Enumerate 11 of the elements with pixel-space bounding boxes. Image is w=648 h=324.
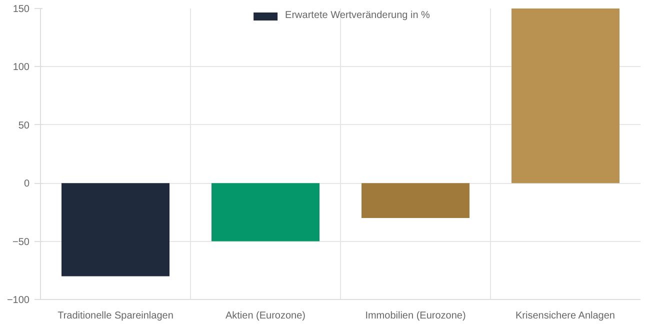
y-tick-label: −50 [12, 236, 30, 248]
y-tick-label: −100 [6, 295, 30, 306]
y-tick-label: 100 [12, 62, 30, 74]
x-tick-label: Krisensichere Anlagen [515, 310, 615, 322]
y-tick-label: 0 [24, 178, 30, 190]
legend-label: Erwartete Wertveränderung in % [285, 10, 430, 21]
x-tick-label: Traditionelle Spareinlagen [58, 310, 174, 322]
x-tick-label: Aktien (Eurozone) [225, 310, 306, 322]
x-tick-label: Immobilien (Eurozone) [365, 310, 466, 322]
y-tick-label: 150 [12, 4, 30, 15]
y-tick-label: 50 [18, 120, 30, 132]
